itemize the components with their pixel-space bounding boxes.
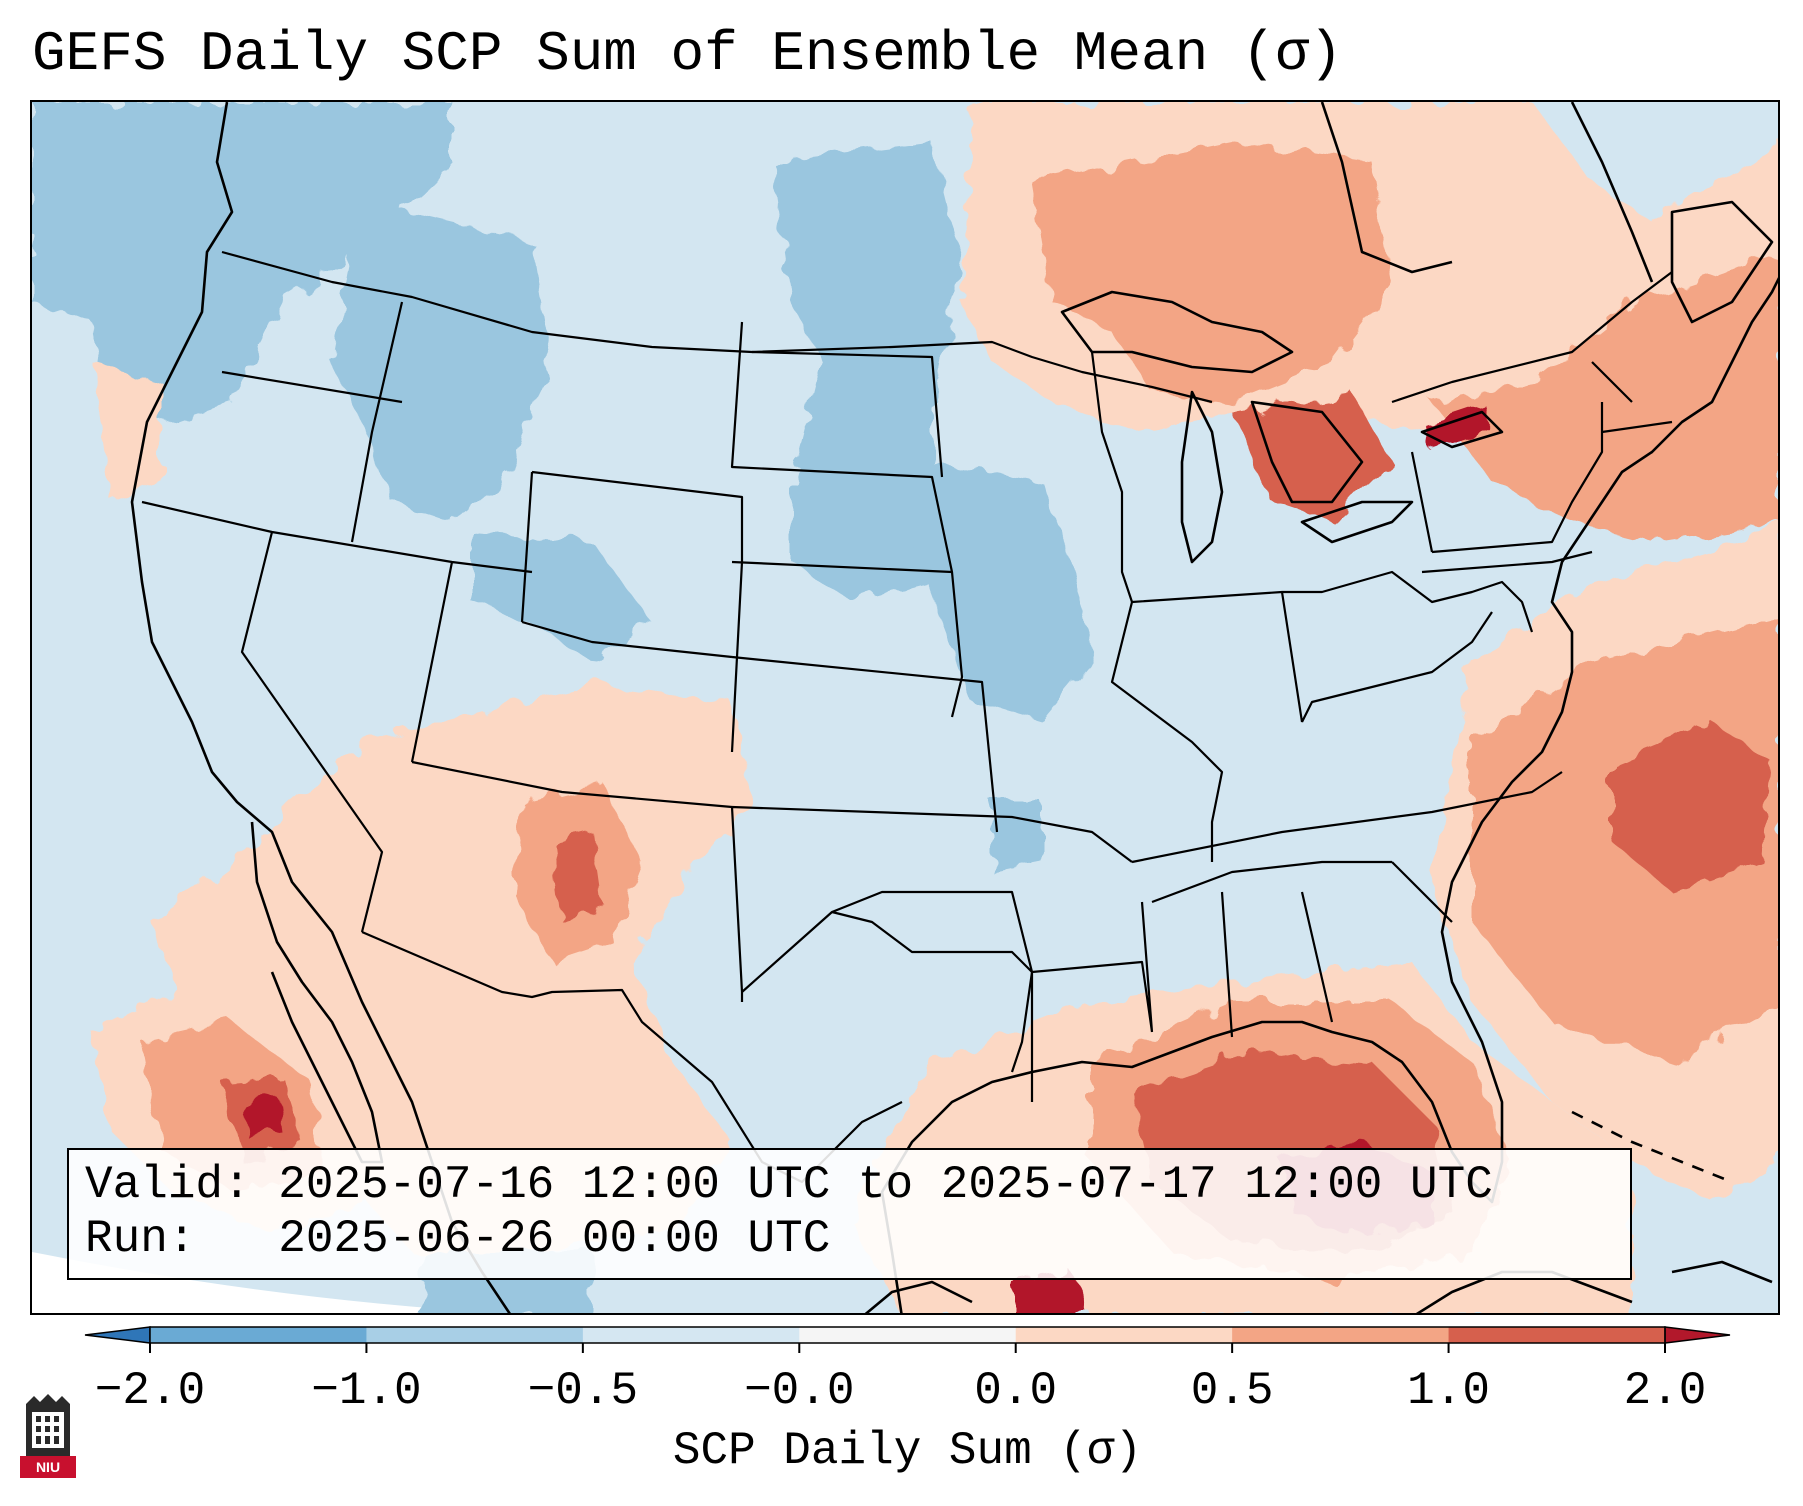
hudson-shore — [1320, 102, 1453, 274]
us-canada-border — [221, 250, 1673, 404]
anomaly-northwest — [32, 102, 452, 432]
colorbar-tick-label: −2.0 — [94, 1365, 206, 1417]
northwest-borders — [141, 301, 744, 933]
southeast-borders — [1031, 771, 1563, 1038]
state-borders — [141, 250, 1673, 1184]
colorbar-bin — [1232, 1327, 1450, 1343]
colorbar — [84, 1326, 1731, 1353]
coastlines — [130, 102, 1778, 1313]
anomaly-field — [32, 102, 1778, 1313]
map-panel[interactable] — [30, 100, 1780, 1315]
colorbar-bin — [799, 1327, 1017, 1343]
midwest-borders — [1090, 351, 1534, 862]
anomaly-idaho — [332, 202, 552, 522]
logo-text: NIU — [35, 1459, 61, 1475]
newfoundland — [1570, 102, 1654, 283]
anomaly-four-corners-strong — [552, 832, 602, 922]
colorbar-outline — [149, 1326, 1666, 1344]
anomaly-northeast-moderate — [1432, 253, 1778, 542]
colorbar-tick-label: −0.5 — [527, 1365, 639, 1417]
colorbar-bin — [1448, 1327, 1666, 1343]
gulf-coastline — [880, 277, 1778, 1313]
colorbar-tick-label: −1.0 — [311, 1365, 422, 1417]
colorbar-bin — [150, 1327, 367, 1343]
lake-erie — [1300, 500, 1414, 544]
anomaly-iowa-missouri — [912, 462, 1092, 722]
valid-time-line: Valid: 2025-07-16 12:00 UTC to 2025-07-1… — [85, 1159, 1493, 1211]
texas-border — [831, 890, 1034, 1073]
run-time-line: Run: 2025-06-26 00:00 UTC — [85, 1213, 831, 1265]
anomaly-great-lakes-strong — [1232, 392, 1392, 522]
anomaly-wyoming-utah — [472, 532, 652, 662]
anomaly-atlantic-strong — [1612, 722, 1772, 892]
maritime-coast — [1670, 200, 1774, 324]
colorbar-tick-label: −0.0 — [744, 1365, 855, 1417]
lake-michigan — [1180, 390, 1224, 564]
anomaly-baja-extreme — [242, 1097, 282, 1137]
colorbar-extend-high — [1664, 1326, 1731, 1344]
colorbar-tick-label: 0.0 — [974, 1365, 1058, 1417]
map-title: GEFS Daily SCP Sum of Ensemble Mean (σ) — [32, 22, 1343, 86]
colorbar-tick-label: 0.5 — [1190, 1365, 1274, 1417]
anomaly-ontario-moderate — [1032, 142, 1392, 402]
colorbar-ticks — [149, 1343, 1666, 1353]
outside-projection-sw — [32, 1252, 499, 1313]
colorbar-segments — [84, 1326, 1731, 1344]
colorbar-extend-low — [84, 1326, 151, 1344]
niu-tower-icon — [20, 1394, 76, 1478]
anomaly-dakotas — [772, 142, 962, 602]
hispaniola — [1671, 1260, 1773, 1284]
baja-coast — [250, 821, 384, 1164]
anomaly-arkansas — [992, 802, 1042, 872]
colorbar-bin — [582, 1327, 800, 1343]
bahamas — [1571, 1110, 1733, 1184]
lake-ontario — [1420, 410, 1504, 449]
map-svg — [32, 102, 1778, 1313]
central-borders — [730, 321, 1133, 993]
colorbar-bin — [1015, 1327, 1233, 1343]
valid-run-info-box: Valid: 2025-07-16 12:00 UTC to 2025-07-1… — [67, 1148, 1632, 1280]
lake-superior — [1060, 290, 1294, 374]
west-coastline — [130, 102, 511, 1313]
colorbar-tick-label: 2.0 — [1623, 1365, 1707, 1417]
colorbar-tick-label: 1.0 — [1407, 1365, 1490, 1417]
colorbar-label: SCP Daily Sum (σ) — [672, 1425, 1143, 1477]
colorbar-bin — [366, 1327, 584, 1343]
yucatan — [864, 1280, 973, 1313]
northeast-borders — [1410, 361, 1673, 574]
anomaly-far-south-extreme — [1012, 1272, 1091, 1313]
anomaly-california-coast-weak — [92, 362, 162, 502]
lake-huron — [1250, 400, 1364, 504]
